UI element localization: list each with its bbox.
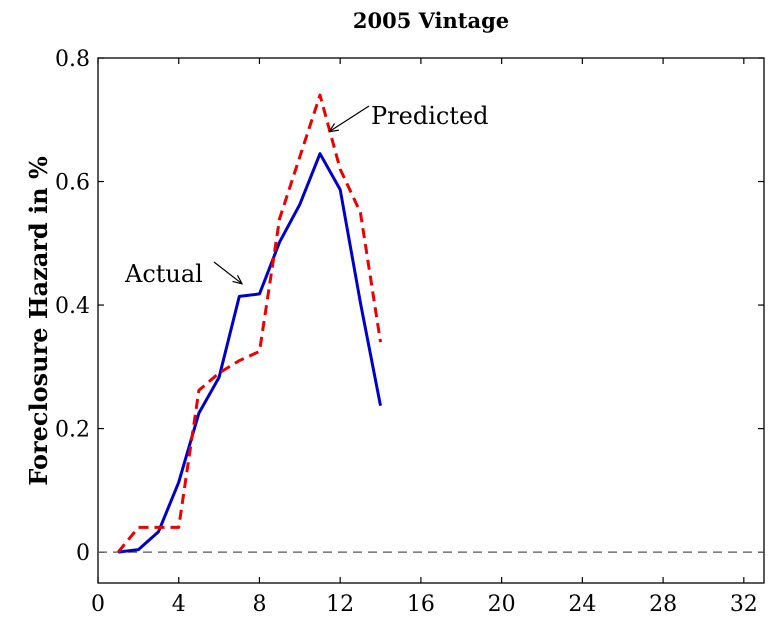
chart-title: 2005 Vintage <box>353 8 509 33</box>
plot-area-frame <box>97 57 765 584</box>
y-tick-label: 0.4 <box>55 294 90 319</box>
x-tick-label: 12 <box>326 592 354 617</box>
y-tick-label: 0.6 <box>55 171 90 196</box>
annotations: Actual Predicted <box>124 102 489 288</box>
x-tick-label: 24 <box>568 592 596 617</box>
x-axis-ticks: 0 4 8 12 16 20 24 28 32 <box>91 58 758 617</box>
x-tick-label: 20 <box>488 592 516 617</box>
y-tick-label: 0.2 <box>55 418 90 443</box>
series-actual-line <box>118 152 382 554</box>
x-tick-label: 16 <box>407 592 435 617</box>
annotation-predicted-label: Predicted <box>371 102 489 130</box>
x-tick-label: 28 <box>649 592 677 617</box>
series-predicted-line <box>117 93 382 554</box>
y-tick-label: 0.8 <box>55 47 90 72</box>
annotation-predicted-arrow <box>330 105 370 131</box>
x-tick-label: 32 <box>730 592 758 617</box>
y-tick-label: 0 <box>76 541 90 566</box>
x-tick-label: 8 <box>252 592 266 617</box>
y-axis-label: Foreclosure Hazard in % <box>24 156 53 486</box>
x-tick-label: 0 <box>91 592 105 617</box>
x-tick-label: 4 <box>172 592 186 617</box>
series-layer <box>117 93 382 554</box>
y-axis-ticks: 0 0.2 0.4 0.6 0.8 <box>55 47 764 566</box>
annotation-actual-label: Actual <box>124 260 203 288</box>
annotation-actual-arrow <box>213 261 241 283</box>
